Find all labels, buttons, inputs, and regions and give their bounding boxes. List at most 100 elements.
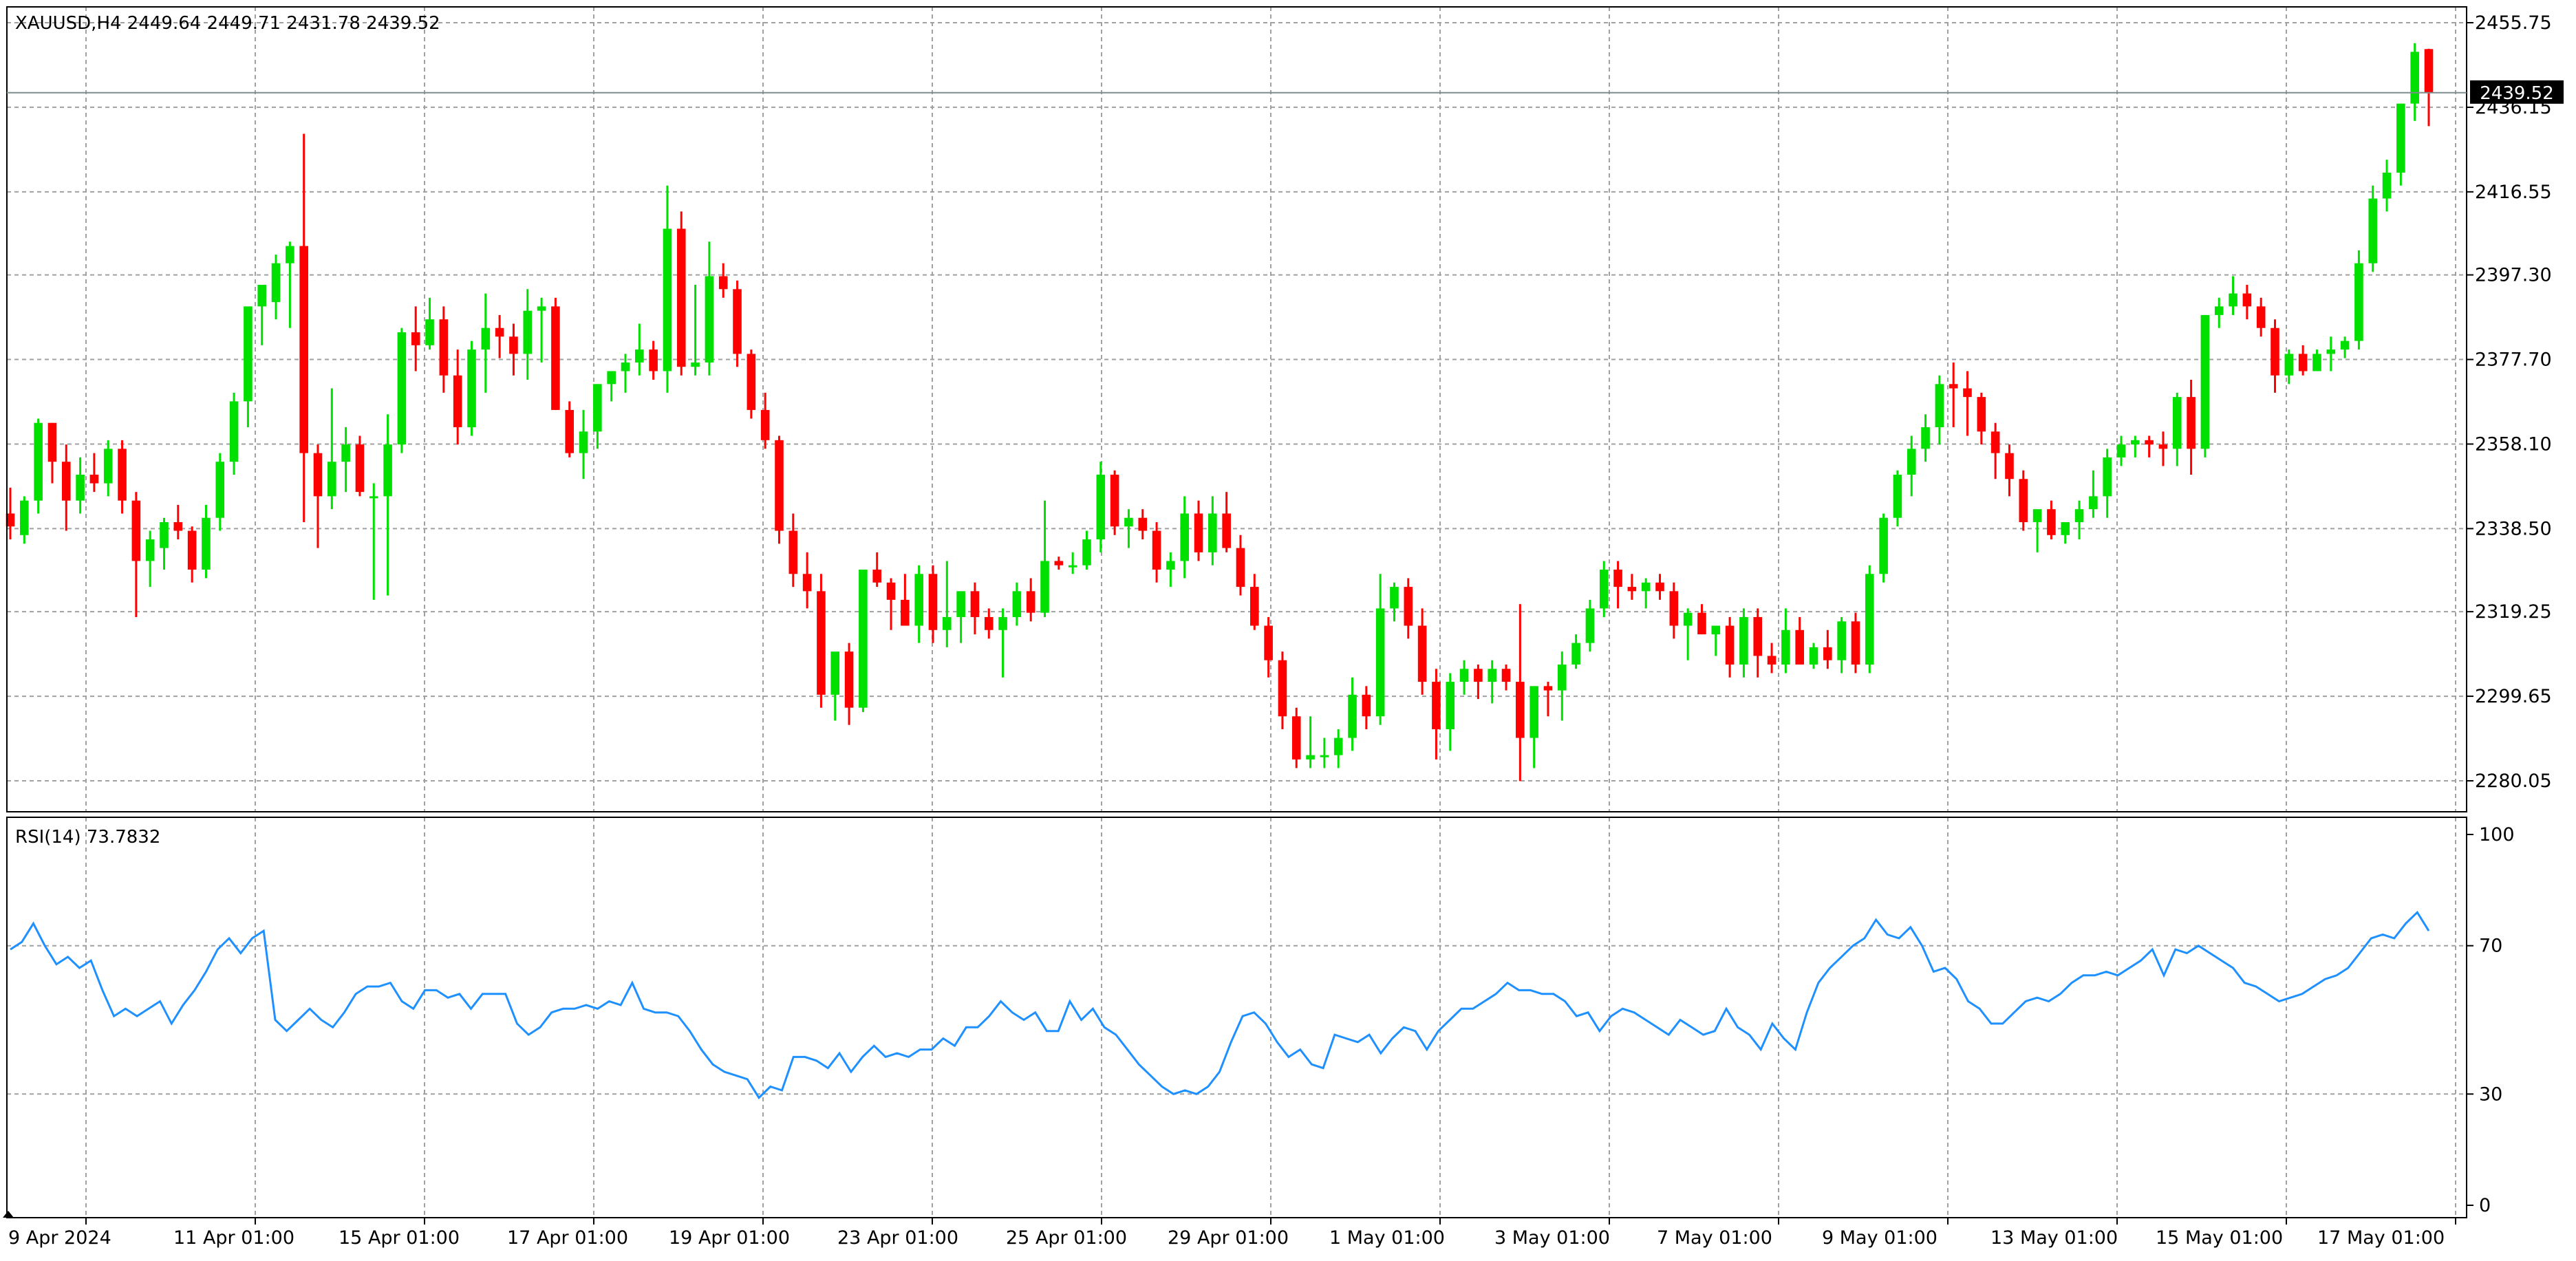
candle-body <box>1446 682 1455 730</box>
symbol-info-label: XAUUSD,H4 2449.64 2449.71 2431.78 2439.5… <box>15 13 440 34</box>
candle-body <box>1711 625 1721 635</box>
rsi-grid <box>7 817 2467 1218</box>
candle-body <box>286 246 294 263</box>
candle-body <box>1990 431 2000 453</box>
candle-body <box>2172 397 2182 449</box>
candle-body <box>2354 263 2363 341</box>
rsi-tick-label: 30 <box>2479 1084 2502 1105</box>
candle-body <box>244 306 253 402</box>
candle-body <box>131 500 141 561</box>
candle-body <box>760 409 770 440</box>
candle-body <box>2284 354 2294 376</box>
candle-body <box>1110 474 1119 527</box>
candle-body <box>1837 621 1846 660</box>
rsi-label: RSI(14) 73.7832 <box>15 827 160 848</box>
candle-body <box>1865 574 1874 665</box>
candle-body <box>1767 656 1777 665</box>
price-panel[interactable]: 2455.752436.152416.552397.302377.702358.… <box>6 6 2564 812</box>
current-price-tag <box>2470 80 2564 104</box>
time-tick-label: 23 Apr 01:00 <box>837 1227 958 1249</box>
candle-body <box>1781 629 1790 665</box>
candle-body <box>160 521 169 548</box>
candle-body <box>34 422 43 501</box>
time-tick-label: 7 May 01:00 <box>1657 1227 1772 1249</box>
candle-body <box>20 500 29 535</box>
candle-body <box>1068 565 1077 568</box>
candle-body <box>872 569 882 583</box>
candle-body <box>788 530 798 574</box>
candle-body <box>859 569 868 708</box>
candle-body <box>649 349 658 371</box>
time-tick-label: 11 Apr 01:00 <box>173 1227 294 1249</box>
candle-body <box>1585 608 1595 643</box>
candle-body <box>1599 569 1609 609</box>
price-tick-label: 2377.70 <box>2475 349 2552 371</box>
candle-body <box>886 582 896 600</box>
time-tick-label: 1 May 01:00 <box>1329 1227 1445 1249</box>
candle-body <box>411 332 420 345</box>
candle-body <box>481 327 491 350</box>
candle-body <box>1809 647 1818 665</box>
scroll-arrow-icon[interactable] <box>3 1211 14 1218</box>
candle-body <box>1278 660 1287 717</box>
candle-body <box>1557 664 1567 691</box>
candle-body <box>1432 682 1441 730</box>
candle-body <box>943 616 952 630</box>
candle-body <box>2229 293 2237 307</box>
candle-body <box>970 591 980 617</box>
time-tick-label: 13 May 01:00 <box>1990 1227 2118 1249</box>
candle-body <box>747 354 756 410</box>
candle-body <box>1222 513 1231 548</box>
time-tick-label: 15 May 01:00 <box>2156 1227 2283 1249</box>
time-tick-label: 19 Apr 01:00 <box>669 1227 790 1249</box>
candle-body <box>2019 479 2028 522</box>
candlestick-series <box>6 43 2434 782</box>
candle-body <box>2396 103 2405 173</box>
time-tick-label: 17 May 01:00 <box>2317 1227 2445 1249</box>
rsi-panel[interactable]: 100 70 30 0 RSI(14) 73.7832 <box>6 817 2515 1218</box>
candle-body <box>1474 669 1483 682</box>
candle-body <box>928 574 938 630</box>
time-tick-label: 15 Apr 01:00 <box>339 1227 460 1249</box>
candle-body <box>1459 669 1469 682</box>
candle-body <box>2103 457 2112 497</box>
candle-body <box>509 336 518 354</box>
candle-body <box>1054 561 1064 565</box>
time-tick-label: 3 May 01:00 <box>1494 1227 1610 1249</box>
candle-body <box>1249 587 1259 626</box>
candle-body <box>2089 496 2098 510</box>
candle-body <box>495 327 504 337</box>
candle-body <box>1697 612 1706 635</box>
candle-body <box>145 539 155 561</box>
candle-body <box>1571 643 1580 665</box>
candle-body <box>1963 388 1972 398</box>
candle-body <box>1921 427 1930 449</box>
candle-body <box>537 306 546 311</box>
candle-body <box>1935 384 1944 428</box>
candle-body <box>802 574 812 592</box>
candle-body <box>313 453 323 497</box>
rsi-y-axis: 100 70 30 0 <box>2467 824 2515 1216</box>
candle-body <box>718 276 728 290</box>
candle-body <box>2298 354 2308 371</box>
candle-body <box>1096 474 1106 540</box>
candle-body <box>355 444 365 493</box>
candle-body <box>1012 591 1022 617</box>
candle-body <box>1166 561 1175 570</box>
candle-body <box>257 285 267 307</box>
candle-body <box>2074 509 2084 522</box>
price-tick-label: 2299.65 <box>2475 686 2552 707</box>
candle-body <box>1907 449 1916 475</box>
price-tick-label: 2416.55 <box>2475 182 2552 203</box>
candle-body <box>467 349 476 428</box>
candle-body <box>691 362 700 367</box>
candle-body <box>1655 582 1664 592</box>
candle-body <box>2312 354 2321 371</box>
candle-body <box>2271 327 2279 376</box>
candle-body <box>551 306 560 410</box>
candle-body <box>2145 440 2154 445</box>
candle-body <box>1152 530 1161 570</box>
candle-body <box>1543 686 1553 691</box>
candle-body <box>2340 341 2350 350</box>
